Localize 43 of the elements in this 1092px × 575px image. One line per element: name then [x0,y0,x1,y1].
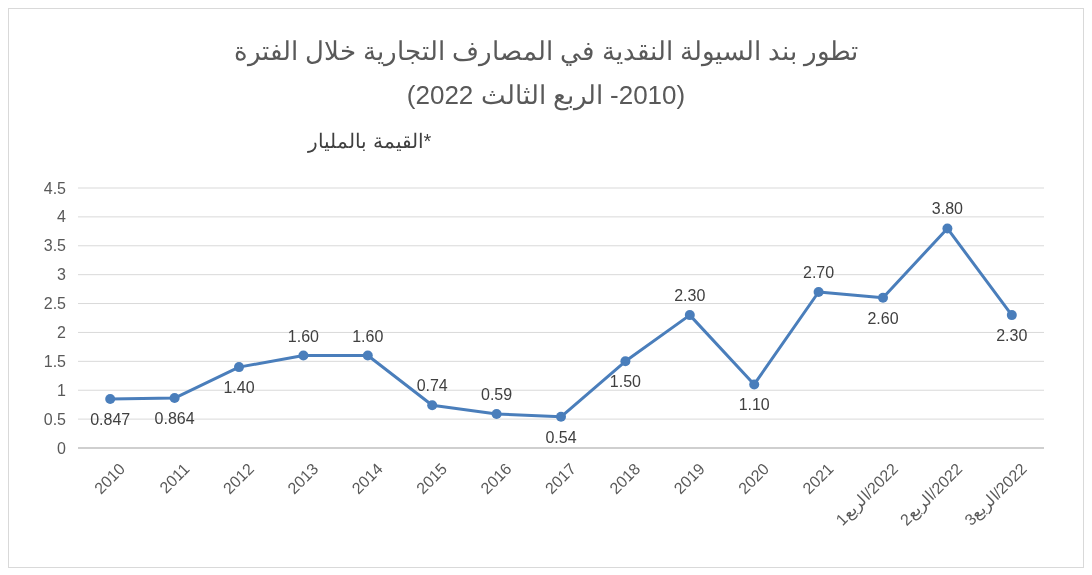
data-label: 3.80 [931,200,964,218]
point [491,408,502,419]
data-label: 2.30 [674,287,706,305]
point [620,356,631,367]
data-label: 2.60 [867,309,899,327]
data-label: 1.50 [609,373,642,391]
point [234,362,244,373]
point [1006,310,1017,321]
point [942,223,953,234]
data-label: 1.60 [287,327,320,345]
y-tick-label: 2.5 [43,295,67,313]
data-label: 2.30 [996,327,1028,345]
y-tick-label: 2 [57,324,67,342]
chart-subtitle: (2010- الربع الثالث 2022) [406,80,686,111]
data-label: 0.59 [481,385,513,403]
point [684,310,695,321]
data-label: 1.60 [352,327,384,345]
point [813,287,824,297]
y-tick-label: 1.5 [43,352,67,370]
data-label: 0.54 [545,428,577,446]
y-tick-label: 0.5 [43,410,67,428]
point [298,350,309,361]
data-label: 1.40 [223,379,255,397]
y-tick-label: 4.5 [43,179,67,197]
point [427,400,438,411]
chart-title: تطور بند السيولة النقدية في المصارف التجارية خلال الفترة [233,36,859,67]
point [878,292,888,303]
point [169,393,180,404]
point [105,394,116,405]
data-label: 0.74 [416,377,448,395]
y-tick-label: 0 [57,439,67,457]
data-label: 0.864 [154,410,195,428]
y-tick-label: 3.5 [43,237,67,255]
data-label: 1.10 [738,396,770,414]
data-label: 2.70 [803,264,835,281]
point [749,379,760,390]
point [556,411,566,422]
text: *القيمة بالمليار [307,130,432,153]
point [362,350,373,361]
data-label: 0.847 [90,411,131,429]
y-tick-label: 3 [57,266,67,284]
y-tick-label: 4 [57,208,67,226]
y-tick-label: 1 [57,381,67,399]
